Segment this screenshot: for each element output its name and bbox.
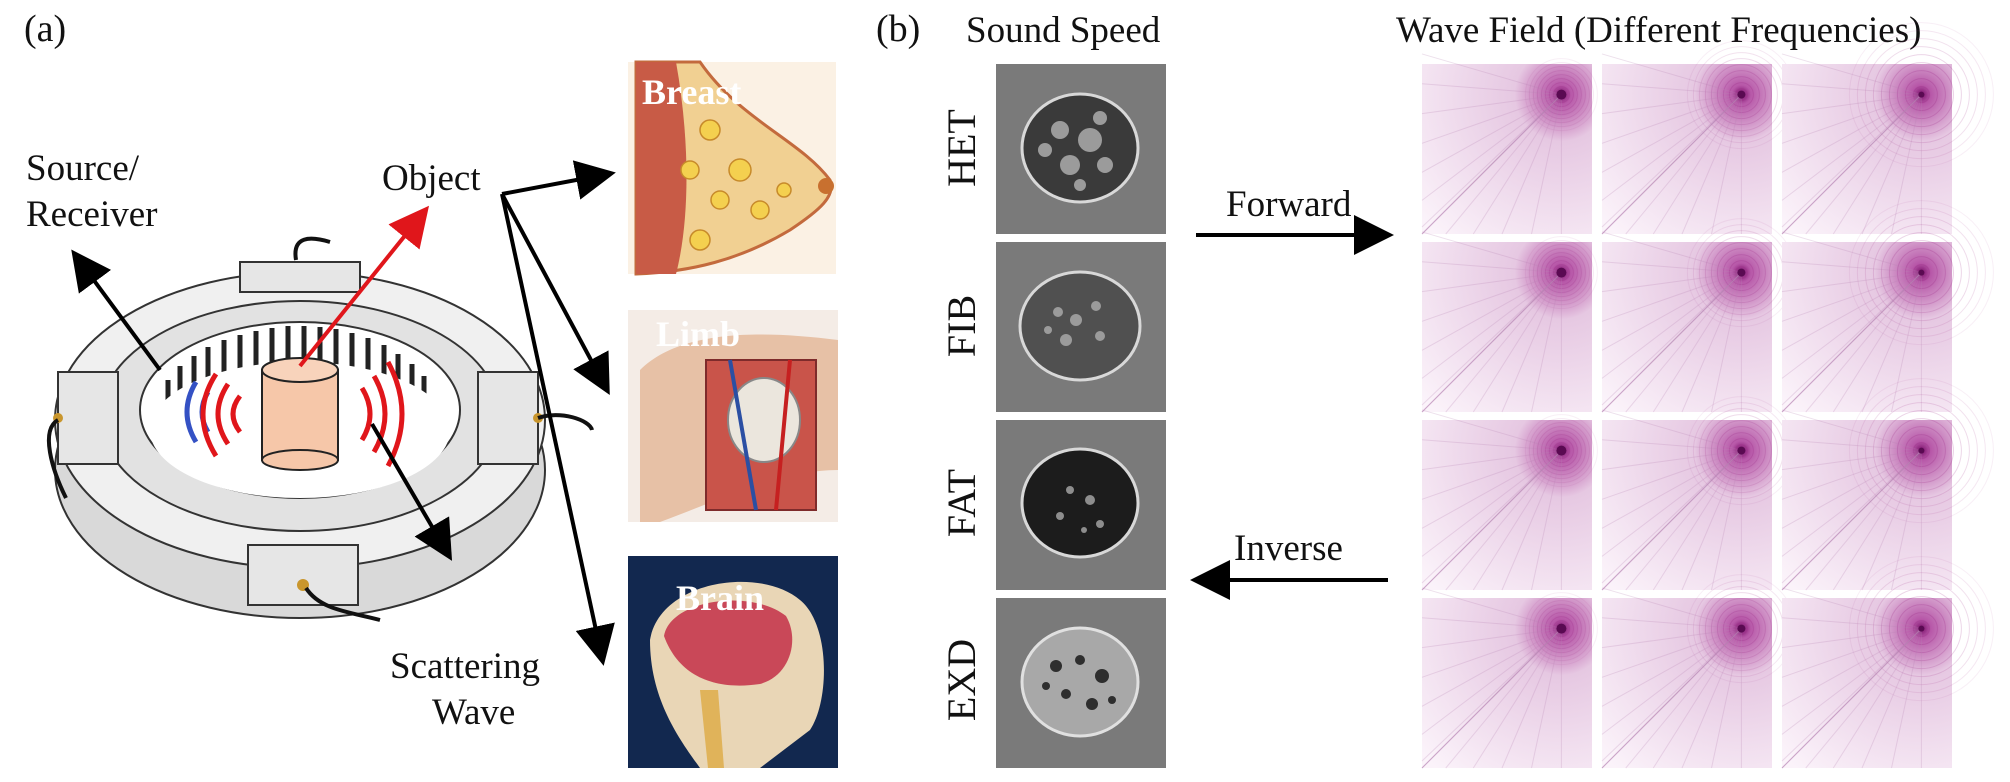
brain-card: Brain xyxy=(628,556,838,768)
source-label-line1: Source/ xyxy=(26,148,140,189)
wave-label-line2: Wave xyxy=(432,692,516,733)
wave-field-tile-fat-2 xyxy=(1601,396,1796,591)
receiver-label-line2: Receiver xyxy=(26,194,158,235)
sound-speed-maps xyxy=(996,64,1166,768)
breast-title: Breast xyxy=(642,72,741,112)
breast-card: Breast xyxy=(628,60,836,276)
wave-field-tile-exd-1 xyxy=(1421,587,1598,769)
sound-speed-fib xyxy=(996,242,1166,412)
limb-title: Limb xyxy=(656,314,740,354)
sound-speed-fat xyxy=(996,420,1166,590)
wave-field-tile-het-2 xyxy=(1601,40,1796,235)
sound-speed-header: Sound Speed xyxy=(966,10,1161,51)
wave-field-tile-fib-1 xyxy=(1421,231,1598,413)
scattering-label-line1: Scattering xyxy=(390,646,541,687)
object-label: Object xyxy=(382,158,481,199)
wave-field-tile-het-1 xyxy=(1421,53,1598,235)
wave-field-tile-exd-2 xyxy=(1601,574,1796,769)
wave-field-tile-fib-3 xyxy=(1781,200,1994,413)
brain-title: Brain xyxy=(676,578,764,618)
arrow-to-brain xyxy=(500,193,615,666)
wave-field-tile-fat-3 xyxy=(1781,378,1994,591)
forward-label: Forward xyxy=(1226,184,1352,225)
wave-field-header: Wave Field (Different Frequencies) xyxy=(1396,10,1922,51)
wave-field-tile-fat-1 xyxy=(1421,409,1598,591)
wave-field-tile-het-3 xyxy=(1781,22,1994,235)
wave-field-tile-fib-2 xyxy=(1601,218,1796,413)
source-receiver-arrow xyxy=(71,249,162,372)
wave-field-grid xyxy=(1421,22,1994,769)
ring-transducer-device xyxy=(47,236,594,622)
object-red-arrow xyxy=(298,205,430,368)
limb-card: Limb xyxy=(628,310,838,522)
panel-a-letter: (a) xyxy=(24,8,67,50)
sound-speed-exd xyxy=(996,598,1166,768)
scattering-wave-arrow xyxy=(370,422,453,561)
sound-speed-het xyxy=(996,64,1166,234)
wave-field-tile-exd-3 xyxy=(1781,556,1994,769)
inverse-label: Inverse xyxy=(1234,528,1343,569)
panel-b-letter: (b) xyxy=(876,8,921,50)
arrow-to-limb xyxy=(500,193,610,396)
arrow-to-breast xyxy=(501,160,616,200)
